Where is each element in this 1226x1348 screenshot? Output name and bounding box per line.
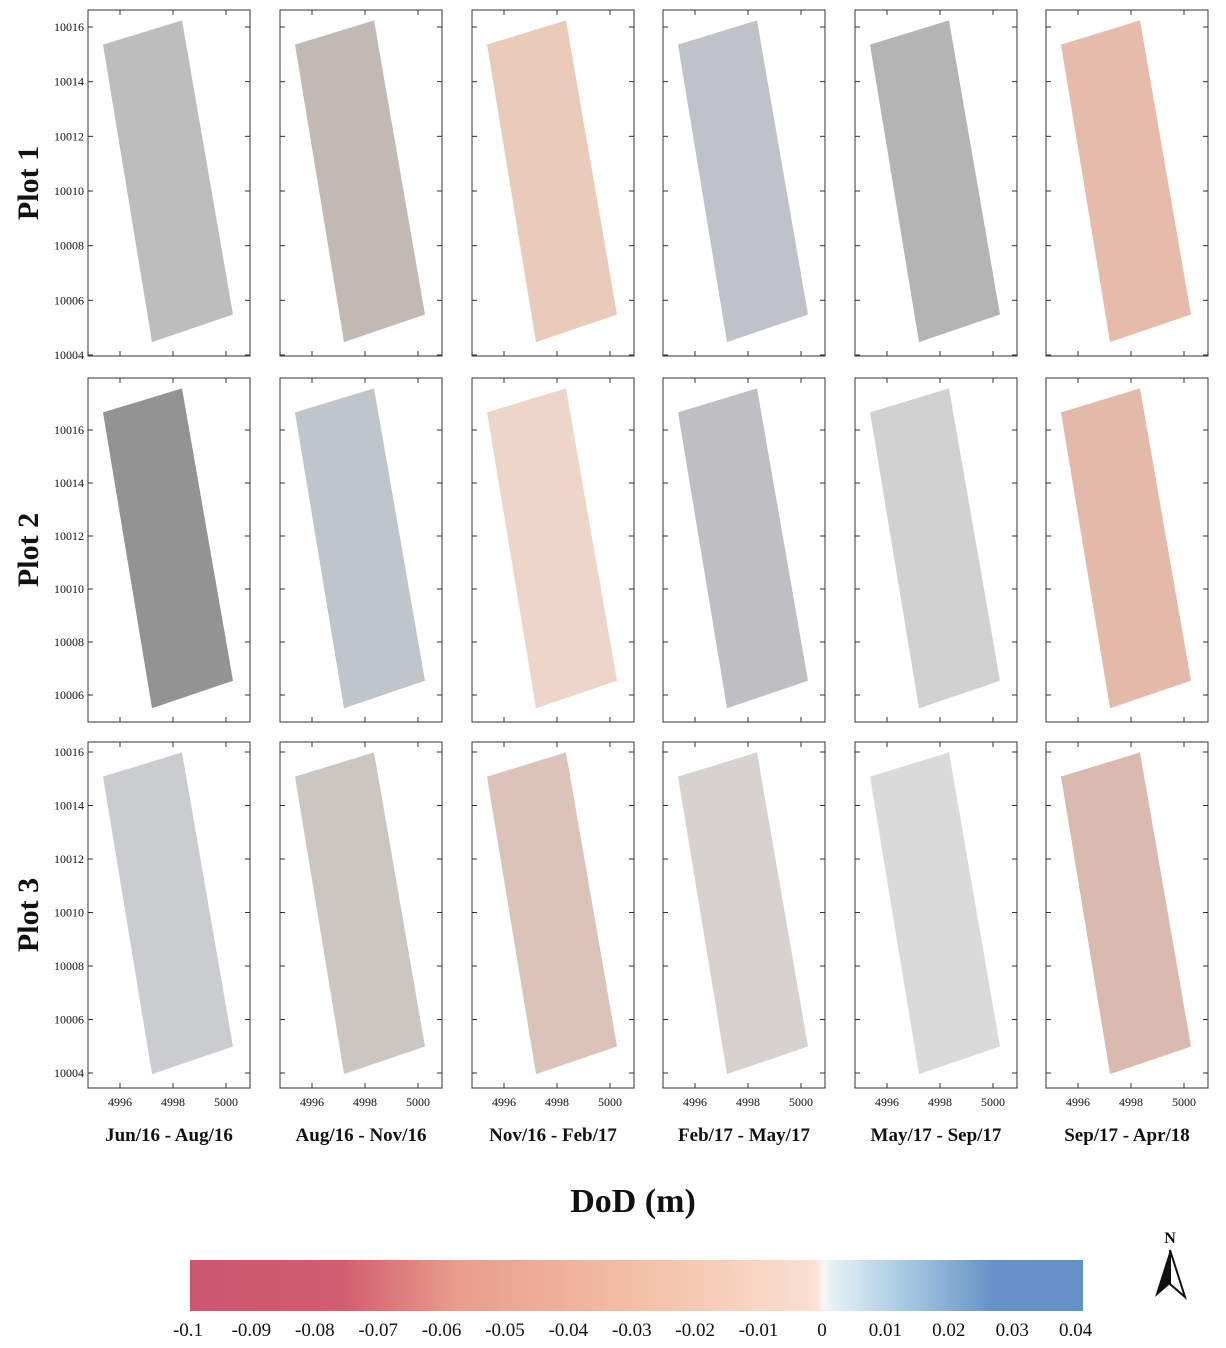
dod-raster [103,752,233,1075]
dod-raster [870,388,1000,709]
x-tick-label: 4996 [1066,1095,1090,1109]
colorbar-tick-label: -0.04 [549,1320,589,1341]
dod-raster [295,388,425,709]
colorbar-tick-label: -0.02 [675,1320,715,1341]
row-label: Plot 1 [12,146,45,220]
column-label: Nov/16 - Feb/17 [489,1125,617,1146]
y-tick-label: 10008 [54,635,84,649]
column-label: Sep/17 - Apr/18 [1064,1125,1190,1146]
y-tick-label: 10014 [54,799,84,813]
colorbar-tick-label: 0.03 [996,1320,1029,1341]
north-arrow: N [1155,1230,1188,1301]
colorbar-tick-label: -0.03 [612,1320,652,1341]
dod-raster [103,388,233,709]
x-tick-label: 4996 [492,1095,516,1109]
y-tick-label: 10012 [54,129,84,143]
dod-raster [1061,752,1191,1075]
dod-raster [103,20,233,343]
y-tick-label: 10008 [54,959,84,973]
x-tick-label: 5000 [406,1095,430,1109]
y-tick-label: 10016 [54,423,84,437]
column-label: Jun/16 - Aug/16 [105,1125,233,1146]
y-tick-label: 10012 [54,529,84,543]
x-tick-label: 4996 [300,1095,324,1109]
y-tick-label: 10004 [54,348,84,362]
dod-raster [487,388,617,709]
colorbar-tick-label: -0.07 [358,1320,398,1341]
x-tick-label: 4998 [353,1095,377,1109]
dod-raster [1061,388,1191,709]
colorbar-tick-label: 0.04 [1059,1320,1093,1341]
dod-raster [678,20,808,343]
north-label: N [1164,1230,1176,1247]
colorbar-tick-label: -0.08 [295,1320,335,1341]
dod-raster [678,388,808,709]
x-tick-label: 4996 [875,1095,899,1109]
y-tick-label: 10012 [54,852,84,866]
dod-raster [870,752,1000,1075]
y-tick-label: 10004 [54,1066,84,1080]
y-tick-label: 10006 [54,1013,84,1027]
y-tick-label: 10010 [54,906,84,920]
dod-raster [678,752,808,1075]
colorbar-title: DoD (m) [570,1183,696,1220]
x-tick-label: 5000 [1172,1095,1196,1109]
colorbar-tick-label: 0.01 [869,1320,902,1341]
colorbar-tick-label: -0.09 [232,1320,272,1341]
colorbar-tick-label: 0 [817,1320,827,1341]
x-tick-label: 4998 [1119,1095,1143,1109]
x-tick-label: 4998 [928,1095,952,1109]
colorbar-tick-label: -0.05 [485,1320,525,1341]
dod-raster [295,20,425,343]
colorbar-tick-label: -0.1 [173,1320,203,1341]
column-label: Aug/16 - Nov/16 [296,1125,427,1146]
x-tick-label: 4998 [545,1095,569,1109]
x-tick-label: 5000 [981,1095,1005,1109]
y-tick-label: 10016 [54,745,84,759]
dod-raster [295,752,425,1075]
colorbar [190,1260,1083,1311]
dod-raster [487,752,617,1075]
column-label: May/17 - Sep/17 [871,1125,1002,1146]
x-tick-label: 5000 [789,1095,813,1109]
row-label: Plot 2 [12,513,45,587]
colorbar-tick-label: -0.06 [422,1320,462,1341]
y-tick-label: 10010 [54,582,84,596]
y-tick-label: 10014 [54,476,84,490]
x-tick-label: 5000 [598,1095,622,1109]
row-label: Plot 3 [12,878,45,952]
colorbar-tick-label: 0.02 [932,1320,965,1341]
x-tick-label: 5000 [214,1095,238,1109]
x-tick-label: 4998 [736,1095,760,1109]
x-tick-label: 4998 [161,1095,185,1109]
colorbar-tick-label: -0.01 [739,1320,779,1341]
column-label: Feb/17 - May/17 [678,1125,810,1146]
dod-raster [1061,20,1191,343]
x-tick-label: 4996 [683,1095,707,1109]
y-tick-label: 10006 [54,688,84,702]
dod-raster [487,20,617,343]
y-tick-label: 10006 [54,293,84,307]
panels: 10004 10006 10008 10010 10012 10014 10016 Plot … [12,9,1209,1146]
y-tick-label: 10008 [54,239,84,253]
x-tick-label: 4996 [108,1095,132,1109]
y-tick-label: 10014 [54,75,84,89]
y-tick-label: 10016 [54,20,84,34]
dod-raster [870,20,1000,343]
y-tick-label: 10010 [54,184,84,198]
